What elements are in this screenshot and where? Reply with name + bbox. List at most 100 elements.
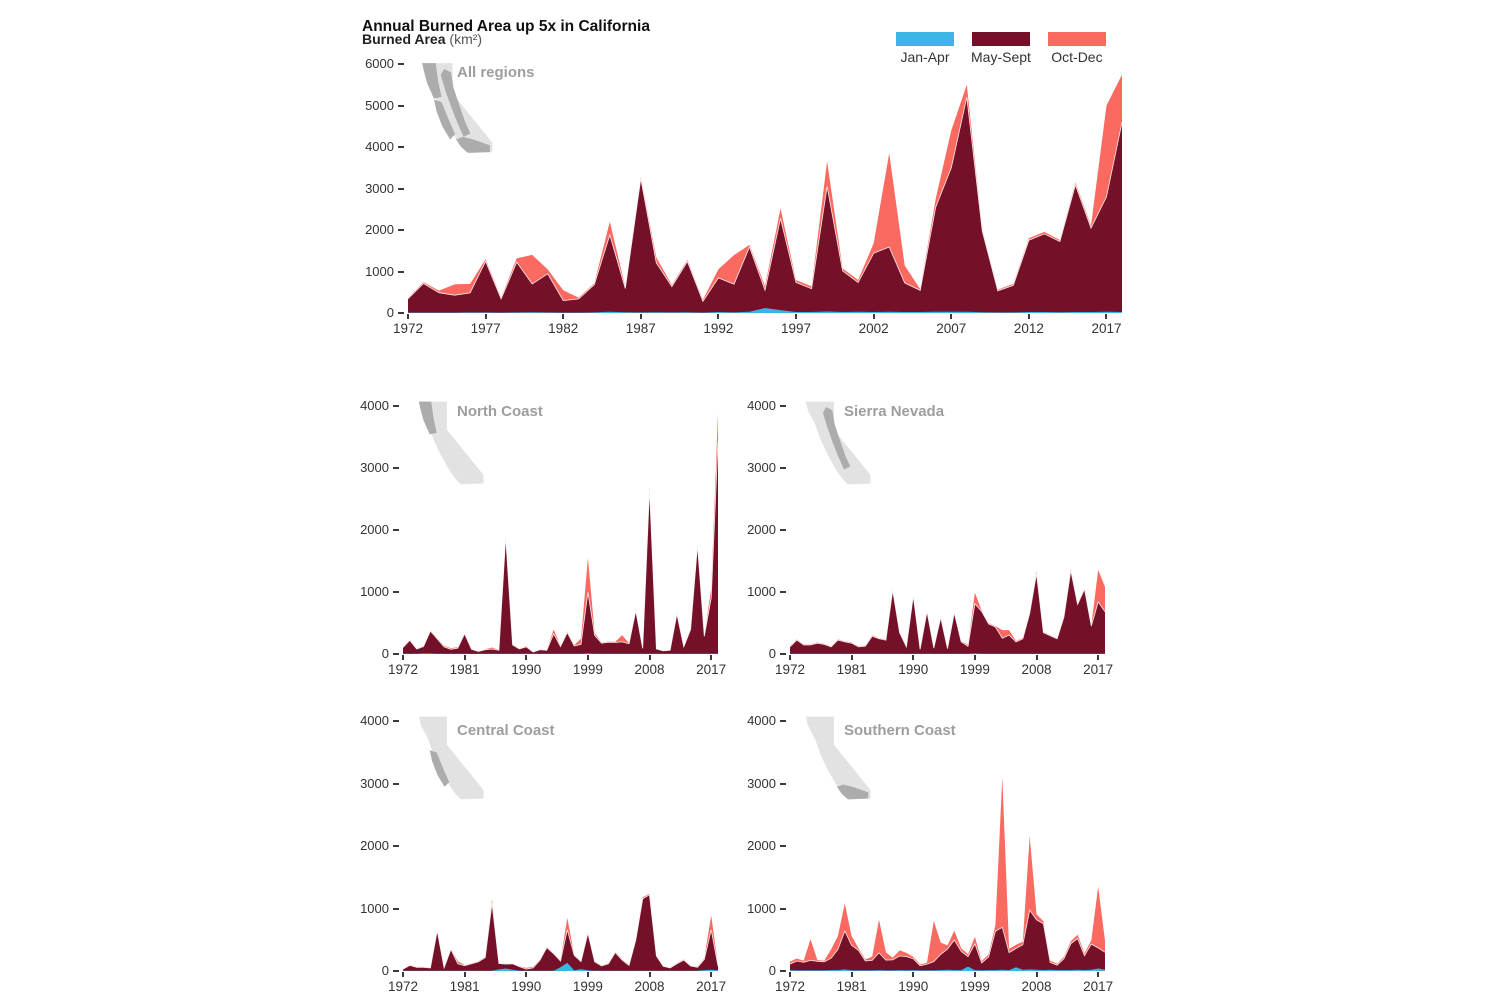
y-axis-tick-mark <box>780 467 786 469</box>
plot-svg <box>790 777 1105 971</box>
y-axis-tick-mark <box>393 845 399 847</box>
x-axis-tick-label: 2017 <box>696 979 727 994</box>
california-map-icon <box>422 63 493 153</box>
x-axis-tick-label: 1999 <box>959 662 990 677</box>
y-axis-title: Burned Area (km²) <box>362 31 482 47</box>
y-axis-tick-mark <box>780 907 786 910</box>
y-axis-tick-mark <box>780 591 786 593</box>
x-axis-tick-mark <box>562 314 565 319</box>
x-axis-tick-mark <box>648 655 651 660</box>
x-axis-tick-mark <box>1027 314 1030 319</box>
y-axis-tick-mark <box>393 529 399 531</box>
y-axis-tick-mark <box>780 970 786 972</box>
area-oct-dec <box>403 893 718 971</box>
legend: Jan-Apr May-Sept Oct-Dec <box>896 32 1106 65</box>
legend-label-jan-apr: Jan-Apr <box>900 49 950 65</box>
x-axis-tick-mark <box>973 972 976 977</box>
y-axis-tick-mark <box>393 405 399 407</box>
california-map-icon <box>418 401 484 485</box>
y-axis-tick-label: 4000 <box>747 398 776 413</box>
y-axis-tick-mark <box>780 405 786 407</box>
x-axis-tick-mark <box>710 972 713 977</box>
y-axis-tick-mark <box>398 229 404 231</box>
y-axis-tick-label: 0 <box>381 646 389 661</box>
y-axis-tick-label: 3000 <box>747 460 776 475</box>
legend-swatch-jan-apr <box>896 32 954 46</box>
legend-label-oct-dec: Oct-Dec <box>1051 49 1103 65</box>
y-axis-unit: (km²) <box>445 31 483 47</box>
x-axis-tick-mark <box>789 972 791 977</box>
x-axis-tick-label: 1982 <box>548 321 579 336</box>
y-axis-tick-label: 1000 <box>365 263 394 279</box>
plot-svg <box>403 893 718 971</box>
x-axis-tick-mark <box>1097 972 1100 977</box>
area-jan-apr <box>403 653 718 654</box>
x-axis-tick-mark <box>463 972 466 977</box>
y-axis-title-text: Burned Area <box>362 31 446 47</box>
x-axis-tick-label: 2017 <box>1091 321 1122 336</box>
y-axis-tick-label: 6000 <box>365 56 394 71</box>
x-axis-tick-mark <box>710 655 713 660</box>
california-map-icon <box>805 716 871 800</box>
x-axis-tick-mark <box>586 972 589 977</box>
y-axis-tick-label: 1000 <box>360 900 389 916</box>
x-axis-tick-label: 1981 <box>836 979 867 994</box>
map-state-shape <box>418 716 484 800</box>
x-axis-tick-label: 2008 <box>1021 662 1052 677</box>
x-axis-tick-mark <box>973 655 976 660</box>
y-axis-tick-mark <box>780 653 786 655</box>
y-axis-tick-label: 1000 <box>360 584 389 599</box>
area-may-sept <box>408 97 1122 313</box>
x-axis-tick-label: 1999 <box>572 662 603 677</box>
y-axis-tick-label: 0 <box>768 963 776 978</box>
x-axis-tick-mark <box>648 972 651 977</box>
x-axis-tick-label: 2002 <box>858 321 889 336</box>
x-axis-tick-mark <box>463 655 466 660</box>
x-axis-tick-mark <box>484 314 487 319</box>
area-oct-dec <box>790 568 1105 654</box>
chart-region-label: Sierra Nevada <box>844 403 945 420</box>
layer-separator-line <box>403 894 718 970</box>
x-axis-tick-label: 2017 <box>1083 979 1114 994</box>
x-axis-tick-label: 1990 <box>511 979 542 994</box>
y-axis-tick-mark <box>393 720 399 722</box>
map-region-shape <box>418 401 437 435</box>
x-axis-tick-mark <box>912 655 915 660</box>
map-region-shape <box>440 69 471 137</box>
x-axis-tick-label: 2017 <box>1083 662 1114 677</box>
x-axis-tick-mark <box>639 314 642 319</box>
x-axis-tick-label: 1972 <box>774 662 806 677</box>
x-axis-tick-label: 2017 <box>696 662 727 677</box>
layer-separator-line <box>408 97 1122 303</box>
x-axis-tick-mark <box>586 655 589 660</box>
y-axis-tick-mark <box>393 970 399 972</box>
x-axis-tick-mark <box>402 655 404 660</box>
y-axis-tick-mark <box>398 63 404 65</box>
x-axis-tick-label: 1990 <box>898 662 929 677</box>
california-map-icon <box>418 716 484 800</box>
x-axis-tick-label: 2012 <box>1013 321 1044 336</box>
x-axis-tick-label: 1972 <box>392 321 424 336</box>
map-region-shape <box>456 136 490 153</box>
x-axis-tick-label: 1981 <box>449 979 480 994</box>
legend-swatch-may-sept <box>971 32 1030 46</box>
legend-item-may-sept: May-Sept <box>971 32 1031 65</box>
area-oct-dec <box>403 413 718 654</box>
y-axis-tick-mark <box>780 782 786 785</box>
y-axis-tick-mark <box>393 653 399 655</box>
y-axis-tick-label: 2000 <box>747 838 776 853</box>
y-axis-tick-label: 4000 <box>747 713 776 728</box>
chart-region-label: North Coast <box>457 403 543 420</box>
y-axis-tick-mark <box>393 782 399 785</box>
y-axis-tick-label: 4000 <box>360 713 389 728</box>
x-axis-tick-mark <box>872 314 875 319</box>
x-axis-tick-label: 2007 <box>936 321 967 336</box>
x-axis-tick-mark <box>717 314 720 319</box>
chart-region-label: Southern Coast <box>844 722 956 739</box>
y-axis-tick-label: 2000 <box>747 522 776 537</box>
